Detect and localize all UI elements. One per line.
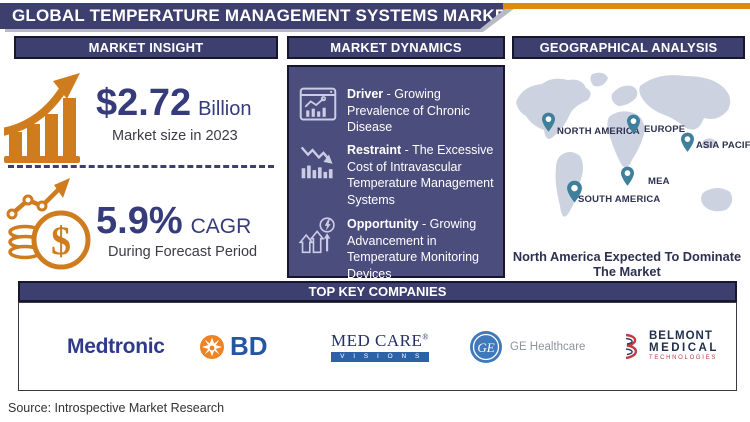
region-label-south-america: SOUTH AMERICA bbox=[578, 194, 661, 205]
belmont-swirl-icon bbox=[625, 333, 638, 359]
chart-window-icon bbox=[299, 87, 337, 121]
cagr-unit: CAGR bbox=[190, 215, 252, 238]
cagr-value: 5.9% bbox=[96, 200, 183, 242]
map-pin-icon bbox=[542, 112, 555, 132]
world-map-graphic bbox=[516, 72, 733, 217]
region-label-asia-pacific: ASIA PACIFIC bbox=[696, 140, 750, 151]
region-label-mea: MEA bbox=[648, 176, 670, 187]
svg-text:GE: GE bbox=[477, 340, 494, 355]
ge-monogram-icon: GE bbox=[470, 330, 502, 363]
geo-caption: North America Expected To Dominate The M… bbox=[512, 249, 742, 279]
region-label-north-america: NORTH AMERICA bbox=[557, 126, 640, 137]
growth-bar-chart-icon bbox=[4, 73, 80, 163]
dynamics-driver-text: Driver - Growing Prevalence of Chronic D… bbox=[347, 87, 470, 134]
map-pin-icon bbox=[627, 114, 640, 134]
page-title: GLOBAL TEMPERATURE MANAGEMENT SYSTEMS MA… bbox=[0, 3, 512, 29]
bd-sun-icon bbox=[200, 334, 224, 359]
top-key-companies-panel: Medtronic BD MED CARE® V I S I O N S GE … bbox=[18, 302, 737, 391]
market-size-row: $2.72 Billion bbox=[96, 82, 251, 125]
dynamics-opportunity-row: Opportunity - Growing Advancement in Tem… bbox=[298, 213, 498, 282]
map-pin-icon bbox=[621, 166, 634, 186]
cagr-caption: During Forecast Period bbox=[108, 244, 258, 260]
belmont-medical-logo: BELMONT MEDICAL TECHNOLOGIES bbox=[623, 303, 719, 390]
medcare-visions-bar: V I S I O N S bbox=[331, 352, 429, 362]
map-pin-icon bbox=[567, 180, 582, 203]
dynamics-driver-row: Driver - Growing Prevalence of Chronic D… bbox=[298, 83, 498, 136]
medcare-wordmark: MED CARE® bbox=[331, 331, 429, 350]
dynamics-restraint-row: Restraint - The Excessive Cost of Intrav… bbox=[298, 139, 498, 208]
dashed-divider bbox=[8, 165, 274, 168]
svg-text:$: $ bbox=[51, 218, 71, 263]
market-dynamics-header: MARKET DYNAMICS bbox=[287, 36, 505, 59]
market-insight-header: MARKET INSIGHT bbox=[14, 36, 278, 59]
map-pin-icon bbox=[681, 132, 694, 152]
cagr-row: 5.9% CAGR bbox=[96, 200, 251, 243]
dynamics-opportunity-text: Opportunity - Growing Advancement in Tem… bbox=[347, 217, 480, 281]
region-label-europe: EUROPE bbox=[644, 124, 686, 135]
growth-arrows-icon bbox=[298, 217, 335, 254]
world-map: NORTH AMERICA EUROPE ASIA PACIFIC MEA SO… bbox=[508, 64, 750, 246]
ge-healthcare-logo: GE GE Healthcare bbox=[469, 303, 585, 390]
top-accent-stripe bbox=[503, 3, 750, 9]
market-size-unit: Billion bbox=[198, 98, 252, 120]
market-size-caption: Market size in 2023 bbox=[112, 128, 238, 144]
medcare-visions-logo: MED CARE® V I S I O N S bbox=[331, 303, 429, 390]
coin-dollar-icon: $ bbox=[6, 178, 91, 270]
bd-logo: BD bbox=[199, 303, 268, 390]
source-attribution: Source: Introspective Market Research bbox=[8, 401, 225, 415]
medtronic-logo: Medtronic bbox=[67, 334, 165, 358]
market-dynamics-panel: Driver - Growing Prevalence of Chronic D… bbox=[287, 65, 505, 281]
declining-chart-icon bbox=[300, 146, 333, 179]
market-size-value: $2.72 bbox=[96, 82, 192, 124]
top-key-companies-header: TOP KEY COMPANIES bbox=[18, 281, 737, 302]
market-insight-panel: $2.72 Billion Market size in 2023 $ 5.9% C… bbox=[4, 62, 280, 280]
geographical-analysis-header: GEOGRAPHICAL ANALYSIS bbox=[512, 36, 745, 59]
dynamics-restraint-text: Restraint - The Excessive Cost of Intrav… bbox=[347, 143, 494, 207]
